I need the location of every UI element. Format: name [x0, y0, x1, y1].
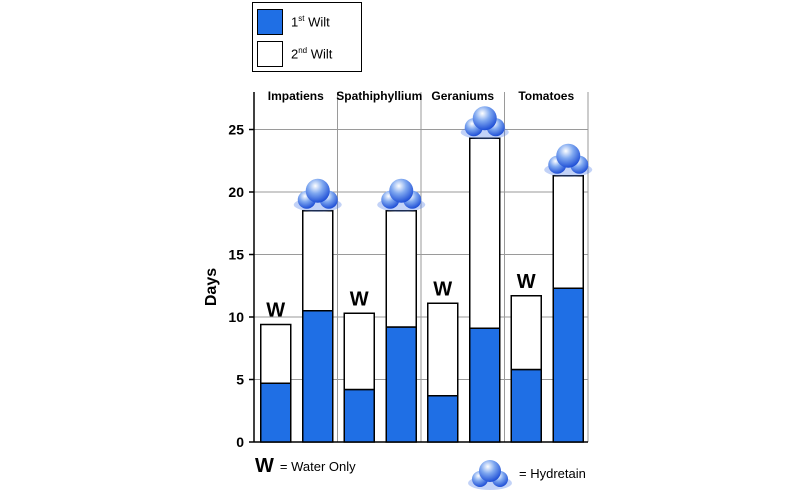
legend-item-2nd-wilt: 2nd Wilt [257, 39, 332, 69]
legend-item-1st-wilt: 1st Wilt [257, 7, 330, 37]
water-only-symbol: W [255, 455, 274, 477]
category-label-impatiens: Impatiens [268, 89, 324, 103]
bar-tomatoes-hydretain-2nd-wilt [552, 175, 584, 289]
y-tick-label-0: 0 [236, 434, 244, 450]
legend-swatch-2nd-wilt [257, 41, 283, 67]
water-only-marker-impatiens: W [266, 300, 285, 322]
y-tick-label-25: 25 [228, 122, 244, 138]
bar-tomatoes-water-2nd-wilt [510, 295, 542, 371]
bar-impatiens-water-1st-wilt [260, 382, 292, 443]
hydretain-cloud-icon [544, 143, 593, 177]
category-label-spathiphyllium: Spathiphyllium [336, 89, 422, 103]
water-only-marker-tomatoes: W [517, 271, 536, 293]
hydretain-cloud-icon [293, 178, 342, 212]
legend-swatch-1st-wilt [257, 9, 283, 35]
y-tick-label-10: 10 [228, 309, 244, 325]
bar-spathiphyllium-water-1st-wilt [343, 388, 375, 443]
y-tick-label-20: 20 [228, 184, 244, 200]
bar-spathiphyllium-hydretain-2nd-wilt [385, 210, 417, 328]
y-axis-label: Days [203, 268, 220, 306]
category-label-tomatoes: Tomatoes [518, 89, 574, 103]
hydretain-key: = Hydretain [465, 455, 586, 491]
legend: 1st Wilt 2nd Wilt [252, 2, 362, 72]
category-label-geraniums: Geraniums [431, 89, 494, 103]
y-tick-label-5: 5 [236, 372, 244, 388]
hydretain-cloud-icon [460, 106, 509, 140]
hydretain-key-icon [468, 460, 512, 490]
hydretain-label: = Hydretain [519, 465, 586, 481]
legend-label-2nd-wilt: 2nd Wilt [291, 46, 333, 62]
water-only-marker-geraniums: W [433, 278, 452, 300]
bar-spathiphyllium-hydretain-1st-wilt [385, 326, 417, 443]
bar-impatiens-hydretain-2nd-wilt [302, 210, 334, 312]
bar-geraniums-water-2nd-wilt [427, 302, 459, 397]
water-only-key: W = Water Only [255, 455, 356, 478]
bar-geraniums-water-1st-wilt [427, 395, 459, 443]
bar-geraniums-hydretain-1st-wilt [469, 327, 501, 443]
y-tick-label-15: 15 [228, 247, 244, 263]
water-only-marker-spathiphyllium: W [350, 288, 369, 310]
bar-impatiens-water-2nd-wilt [260, 323, 292, 384]
bar-impatiens-hydretain-1st-wilt [302, 310, 334, 443]
hydretain-cloud-icon [377, 178, 426, 212]
water-only-label: = Water Only [279, 459, 356, 474]
bar-spathiphyllium-water-2nd-wilt [343, 312, 375, 391]
bar-tomatoes-water-1st-wilt [510, 368, 542, 443]
bar-tomatoes-hydretain-1st-wilt [552, 287, 584, 443]
legend-label-1st-wilt: 1st Wilt [291, 14, 330, 30]
bar-geraniums-hydretain-2nd-wilt [469, 137, 501, 329]
